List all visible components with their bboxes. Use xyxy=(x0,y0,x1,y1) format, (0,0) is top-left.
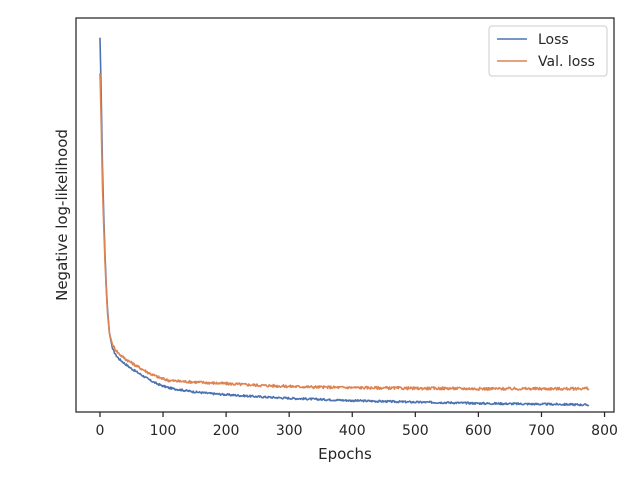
x-tick-label: 0 xyxy=(96,423,105,439)
x-tick-label: 300 xyxy=(276,423,303,439)
legend-label-val-loss: Val. loss xyxy=(538,54,595,70)
x-tick-label: 100 xyxy=(150,423,177,439)
x-tick-label: 500 xyxy=(402,423,429,439)
legend: Loss Val. loss xyxy=(488,25,608,77)
x-tick-label: 400 xyxy=(339,423,366,439)
x-tick-label: 700 xyxy=(528,423,555,439)
plot-background xyxy=(76,18,614,412)
x-tick-label: 600 xyxy=(465,423,492,439)
series-line-loss xyxy=(99,37,590,407)
x-axis-label: Epochs xyxy=(318,445,372,463)
x-axis: 0 100 200 300 400 500 600 700 800 xyxy=(96,412,618,439)
x-tick-label: 200 xyxy=(213,423,240,439)
series-layer xyxy=(99,37,590,407)
legend-label-loss: Loss xyxy=(538,32,569,48)
series-line-val-loss xyxy=(99,73,590,391)
y-axis-label: Negative log-likelihood xyxy=(53,129,71,301)
plot-frame xyxy=(75,17,615,413)
x-tick-label: 800 xyxy=(591,423,618,439)
